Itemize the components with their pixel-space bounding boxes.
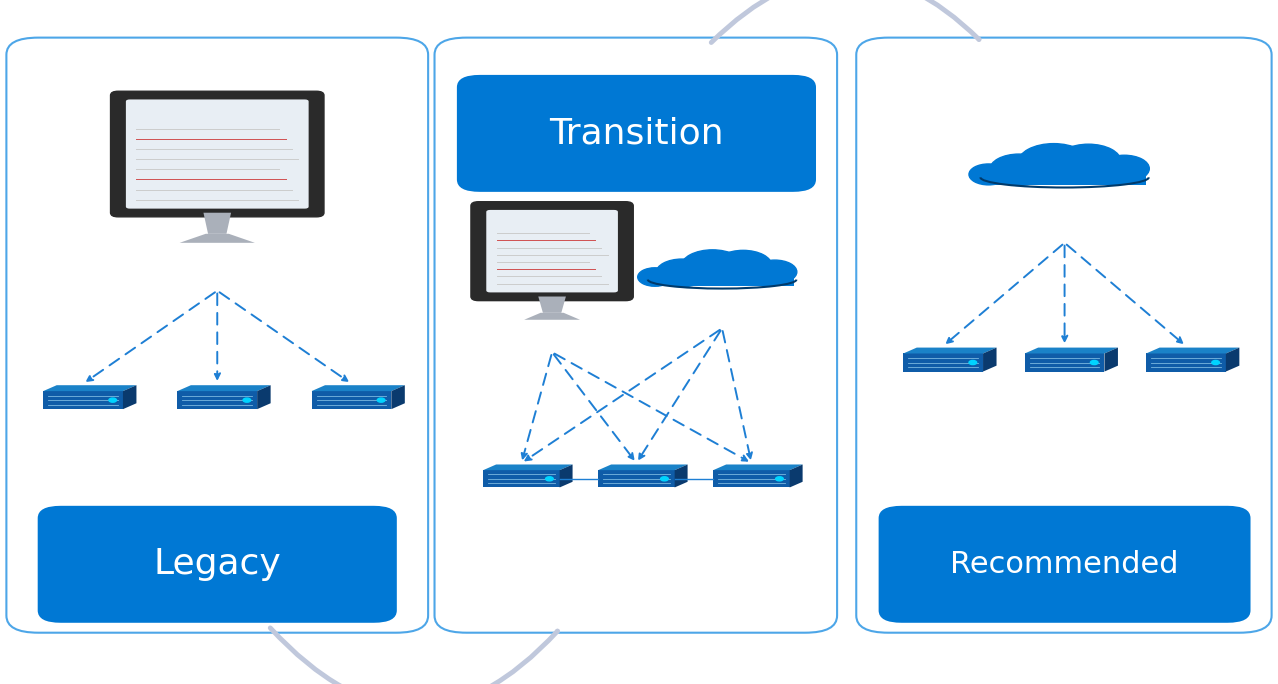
Circle shape xyxy=(243,398,250,402)
Circle shape xyxy=(1056,144,1121,179)
FancyBboxPatch shape xyxy=(435,38,837,633)
FancyArrowPatch shape xyxy=(270,628,557,684)
Polygon shape xyxy=(257,385,271,409)
Polygon shape xyxy=(312,385,405,391)
FancyArrowPatch shape xyxy=(712,0,979,42)
Circle shape xyxy=(969,164,1008,185)
Polygon shape xyxy=(123,385,137,409)
Circle shape xyxy=(753,260,797,284)
Polygon shape xyxy=(560,464,573,488)
Text: Recommended: Recommended xyxy=(951,550,1178,579)
FancyBboxPatch shape xyxy=(879,506,1250,622)
FancyBboxPatch shape xyxy=(38,506,396,622)
Circle shape xyxy=(377,398,385,402)
Polygon shape xyxy=(713,470,790,488)
Text: Legacy: Legacy xyxy=(153,547,281,581)
Circle shape xyxy=(1017,144,1090,182)
Circle shape xyxy=(1099,155,1149,182)
Circle shape xyxy=(109,398,116,402)
FancyBboxPatch shape xyxy=(856,38,1272,633)
Circle shape xyxy=(681,250,744,284)
Polygon shape xyxy=(598,470,675,488)
Polygon shape xyxy=(483,464,573,470)
Polygon shape xyxy=(1146,354,1226,371)
Polygon shape xyxy=(904,354,983,371)
Polygon shape xyxy=(203,213,231,234)
Circle shape xyxy=(661,477,668,481)
Polygon shape xyxy=(391,385,405,409)
Polygon shape xyxy=(312,391,391,409)
Circle shape xyxy=(776,477,783,481)
Circle shape xyxy=(989,154,1048,185)
Circle shape xyxy=(714,250,772,281)
Polygon shape xyxy=(1025,347,1118,354)
Polygon shape xyxy=(178,385,271,391)
Polygon shape xyxy=(483,470,560,488)
Circle shape xyxy=(1212,360,1219,365)
FancyBboxPatch shape xyxy=(486,210,619,293)
Circle shape xyxy=(638,268,672,287)
FancyBboxPatch shape xyxy=(125,99,309,209)
Polygon shape xyxy=(598,464,688,470)
Polygon shape xyxy=(983,169,1146,185)
FancyBboxPatch shape xyxy=(470,202,634,301)
Polygon shape xyxy=(651,272,794,286)
Polygon shape xyxy=(180,234,254,243)
Polygon shape xyxy=(713,464,803,470)
Polygon shape xyxy=(904,347,997,354)
Polygon shape xyxy=(538,297,566,313)
Circle shape xyxy=(1090,360,1098,365)
FancyBboxPatch shape xyxy=(458,75,815,192)
Circle shape xyxy=(546,477,553,481)
Polygon shape xyxy=(1025,354,1104,371)
Polygon shape xyxy=(178,391,257,409)
Polygon shape xyxy=(1226,347,1240,371)
Polygon shape xyxy=(43,385,137,391)
Text: Transition: Transition xyxy=(550,116,723,150)
Circle shape xyxy=(656,259,708,287)
Polygon shape xyxy=(1104,347,1118,371)
FancyBboxPatch shape xyxy=(111,91,325,217)
Circle shape xyxy=(969,360,976,365)
Polygon shape xyxy=(983,347,997,371)
FancyBboxPatch shape xyxy=(6,38,428,633)
Polygon shape xyxy=(790,464,803,488)
Polygon shape xyxy=(675,464,688,488)
Polygon shape xyxy=(524,313,580,320)
Polygon shape xyxy=(43,391,123,409)
Polygon shape xyxy=(1146,347,1240,354)
